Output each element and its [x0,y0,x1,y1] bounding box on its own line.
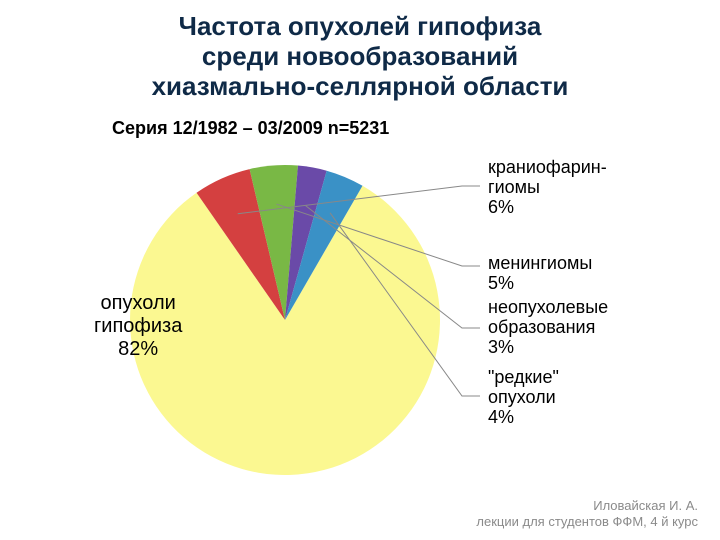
footer-line-2: лекции для студентов ФФМ, 4 й курс [476,514,698,530]
pie-chart [0,0,720,540]
footer-line-1: Иловайская И. А. [476,498,698,514]
slice-label-nonneo: неопухолевые образования 3% [488,298,608,357]
slice-label-mening: менингиомы 5% [488,254,592,294]
footer-credit: Иловайская И. А. лекции для студентов ФФ… [476,498,698,531]
slice-label-rare: "редкие" опухоли 4% [488,368,559,427]
slice-label-cranio: краниофарин- гиомы 6% [488,158,607,217]
main-slice-label: опухоли гипофиза 82% [94,292,182,361]
